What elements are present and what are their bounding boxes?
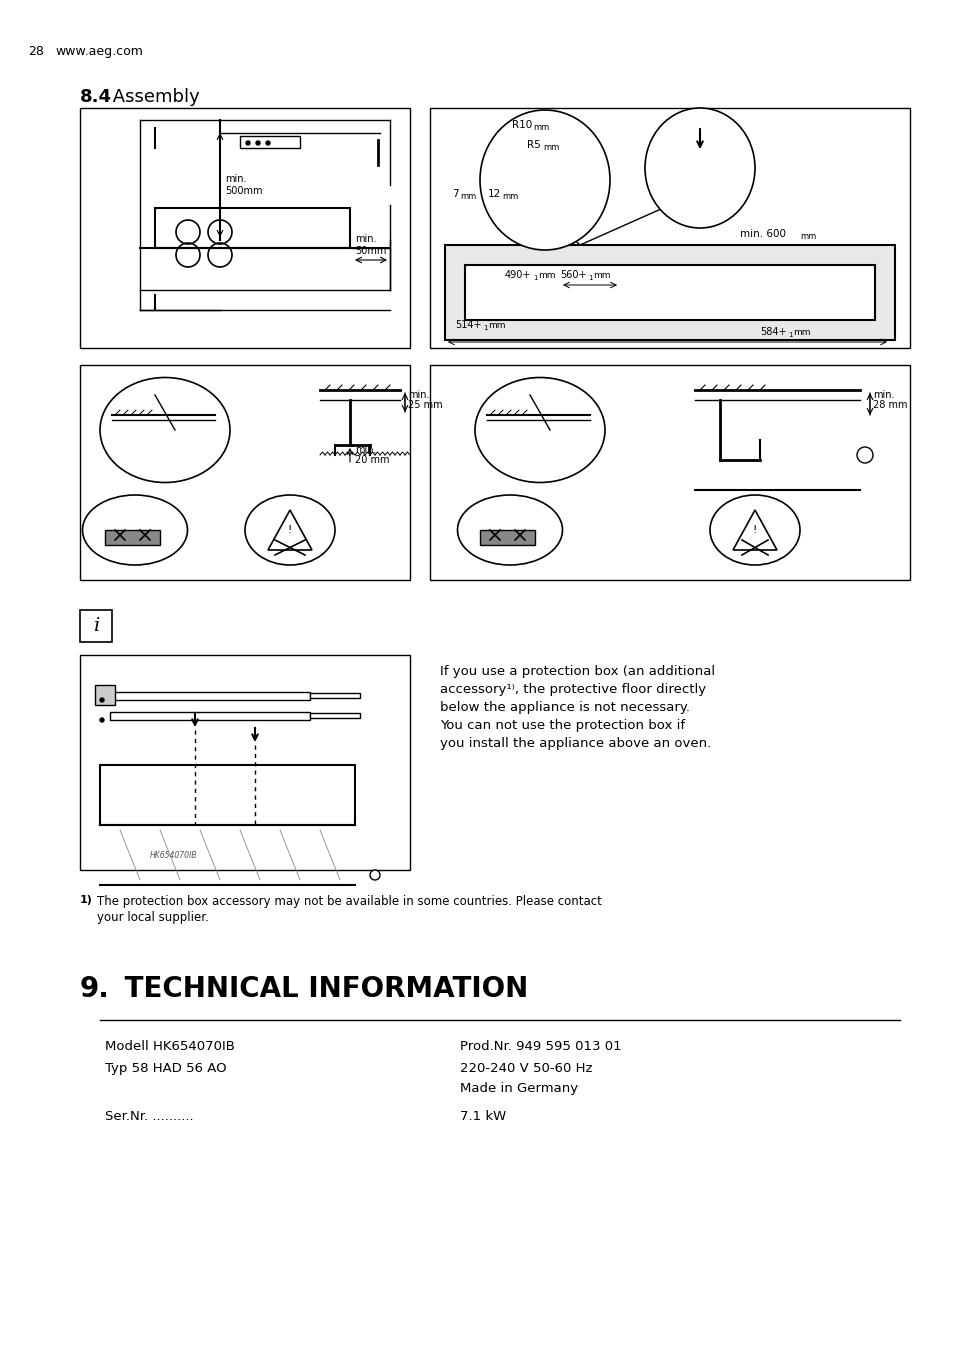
Text: Made in Germany: Made in Germany bbox=[459, 1082, 578, 1095]
Circle shape bbox=[255, 141, 260, 145]
Text: If you use a protection box (an additional
accessory¹⁾, the protective floor dir: If you use a protection box (an addition… bbox=[439, 665, 715, 750]
Text: 9.: 9. bbox=[80, 975, 110, 1003]
Text: 25 mm: 25 mm bbox=[408, 400, 442, 410]
Bar bbox=[80, 365, 410, 580]
Circle shape bbox=[100, 718, 104, 722]
Text: min. 600: min. 600 bbox=[740, 228, 785, 239]
Text: 1): 1) bbox=[80, 895, 92, 904]
Text: min.
500mm: min. 500mm bbox=[225, 174, 262, 196]
Bar bbox=[430, 108, 909, 347]
Ellipse shape bbox=[82, 495, 188, 565]
Ellipse shape bbox=[245, 495, 335, 565]
Bar bbox=[310, 694, 359, 698]
Text: !: ! bbox=[287, 525, 291, 535]
Text: mm: mm bbox=[488, 320, 505, 330]
Text: 490+: 490+ bbox=[504, 270, 531, 280]
Circle shape bbox=[856, 448, 872, 462]
Text: 584+: 584+ bbox=[760, 327, 785, 337]
Ellipse shape bbox=[479, 110, 609, 250]
Ellipse shape bbox=[709, 495, 800, 565]
Ellipse shape bbox=[475, 377, 604, 483]
Circle shape bbox=[246, 141, 250, 145]
Text: 7.1 kW: 7.1 kW bbox=[459, 1110, 506, 1124]
Text: Ser.Nr. ..........: Ser.Nr. .......... bbox=[105, 1110, 193, 1124]
Text: 28 mm: 28 mm bbox=[872, 400, 906, 410]
Circle shape bbox=[266, 141, 270, 145]
Text: The protection box accessory may not be available in some countries. Please cont: The protection box accessory may not be … bbox=[97, 895, 601, 909]
Circle shape bbox=[100, 698, 104, 702]
Text: Typ 58 HAD 56 AO: Typ 58 HAD 56 AO bbox=[105, 1063, 227, 1075]
Text: R10: R10 bbox=[512, 120, 532, 130]
Text: i: i bbox=[92, 617, 99, 635]
Bar bbox=[80, 654, 410, 869]
Text: 8.4: 8.4 bbox=[80, 88, 112, 105]
Text: 1: 1 bbox=[482, 324, 487, 331]
Bar bbox=[110, 713, 310, 721]
Text: !: ! bbox=[751, 525, 756, 535]
Text: TECHNICAL INFORMATION: TECHNICAL INFORMATION bbox=[115, 975, 528, 1003]
Bar bbox=[80, 610, 112, 642]
Text: mm: mm bbox=[537, 270, 555, 280]
Text: mm: mm bbox=[459, 192, 476, 201]
Text: min.: min. bbox=[408, 389, 429, 400]
Bar bbox=[240, 137, 299, 147]
Text: mm: mm bbox=[792, 329, 810, 337]
Ellipse shape bbox=[644, 108, 754, 228]
Ellipse shape bbox=[457, 495, 562, 565]
Text: HK654070IB: HK654070IB bbox=[150, 850, 197, 860]
Ellipse shape bbox=[100, 377, 230, 483]
Text: mm: mm bbox=[501, 192, 517, 201]
Text: 12: 12 bbox=[488, 189, 500, 199]
Text: Modell HK654070IB: Modell HK654070IB bbox=[105, 1040, 234, 1053]
Text: 560+: 560+ bbox=[559, 270, 586, 280]
Text: mm: mm bbox=[800, 233, 816, 241]
Text: www.aeg.com: www.aeg.com bbox=[55, 45, 143, 58]
Text: min.
50mm: min. 50mm bbox=[355, 234, 386, 256]
Text: 1: 1 bbox=[533, 274, 537, 281]
Text: 1: 1 bbox=[587, 274, 592, 281]
Bar bbox=[444, 245, 894, 339]
Bar bbox=[80, 108, 410, 347]
Bar bbox=[95, 685, 115, 704]
Text: Assembly: Assembly bbox=[107, 88, 199, 105]
Bar bbox=[464, 265, 874, 320]
Bar bbox=[105, 530, 160, 545]
Text: Prod.Nr. 949 595 013 01: Prod.Nr. 949 595 013 01 bbox=[459, 1040, 621, 1053]
Text: 20 mm: 20 mm bbox=[355, 456, 389, 465]
Text: min.: min. bbox=[872, 389, 894, 400]
Bar bbox=[100, 765, 355, 825]
Text: mm: mm bbox=[593, 270, 610, 280]
Bar bbox=[430, 365, 909, 580]
Bar bbox=[110, 692, 310, 700]
Text: 1: 1 bbox=[787, 333, 792, 338]
Text: mm: mm bbox=[533, 123, 549, 132]
Text: R5: R5 bbox=[526, 141, 540, 150]
Text: 514+: 514+ bbox=[455, 320, 481, 330]
Text: mm: mm bbox=[542, 143, 558, 151]
Text: 7: 7 bbox=[452, 189, 458, 199]
Text: 28: 28 bbox=[28, 45, 44, 58]
Bar bbox=[479, 530, 535, 545]
Text: min.: min. bbox=[355, 445, 376, 456]
Bar bbox=[154, 208, 350, 247]
Circle shape bbox=[370, 869, 379, 880]
Bar bbox=[310, 713, 359, 718]
Text: your local supplier.: your local supplier. bbox=[97, 911, 209, 923]
Text: 220-240 V 50-60 Hz: 220-240 V 50-60 Hz bbox=[459, 1063, 592, 1075]
